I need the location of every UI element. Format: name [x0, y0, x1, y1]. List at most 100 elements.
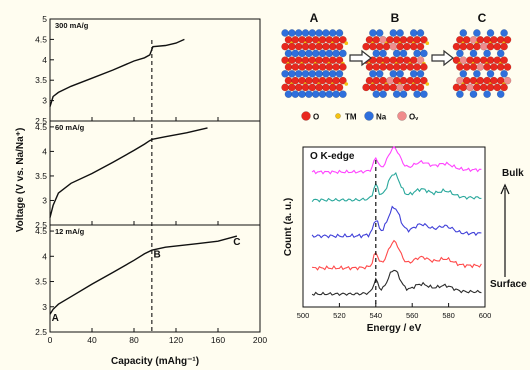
o-atom — [403, 83, 411, 92]
na-atom — [379, 49, 387, 58]
o-atom — [362, 42, 370, 51]
panel-frame — [49, 120, 261, 226]
na-atom — [420, 90, 428, 99]
o-atom — [318, 76, 327, 85]
legend-swatch — [364, 111, 374, 121]
o-atom — [496, 63, 505, 71]
o-atom — [372, 76, 381, 85]
na-atom — [496, 90, 505, 99]
na-atom — [311, 49, 320, 58]
o-vacancy — [466, 83, 474, 92]
na-atom — [328, 69, 337, 78]
o-atom — [288, 83, 296, 92]
o-atom — [476, 76, 485, 85]
schematic-legend: O TM Na Oᵥ — [301, 111, 418, 122]
depth-arrow-icon — [500, 183, 510, 277]
o-atom — [315, 56, 323, 65]
panel-label: 60 mA/g — [55, 123, 85, 132]
spectrum-line — [311, 205, 482, 239]
na-atom — [288, 29, 296, 37]
tm-atom — [344, 82, 349, 86]
na-atom — [308, 29, 317, 37]
o-atom — [462, 35, 471, 44]
o-atom — [500, 83, 508, 92]
o-atom — [456, 63, 464, 71]
na-atom — [496, 49, 505, 58]
spectra-title: O K-edge — [310, 151, 355, 162]
x-tick-label: 600 — [479, 311, 492, 320]
na-atom — [305, 49, 313, 58]
na-atom — [315, 29, 323, 37]
na-atom — [294, 29, 303, 37]
na-atom — [392, 49, 401, 58]
o-atom — [301, 42, 310, 51]
x-tick-label: 200 — [253, 335, 267, 345]
na-atom — [311, 90, 320, 99]
o-atom — [386, 63, 394, 71]
spectrum-line — [311, 269, 482, 297]
o-atom — [288, 42, 296, 51]
o-vacancy — [396, 83, 404, 92]
na-atom — [396, 69, 404, 78]
na-atom — [389, 29, 398, 37]
o-vacancy — [386, 76, 394, 85]
y-tick-label: 4.5 — [35, 122, 47, 132]
o-atom — [479, 83, 488, 92]
structure-schematic: A B C O TM Na Oᵥ — [281, 11, 512, 122]
na-atom — [375, 69, 384, 78]
arrow-a-to-b-icon — [349, 49, 372, 67]
na-atom — [389, 69, 398, 78]
o-atom — [486, 56, 495, 65]
o-atom — [382, 83, 391, 92]
na-atom — [392, 90, 401, 99]
spectrum-line — [311, 171, 482, 203]
o-atom — [389, 83, 398, 92]
na-atom — [328, 29, 337, 37]
o-atom — [473, 83, 481, 92]
schematic-label-c: C — [478, 11, 487, 25]
o-atom — [396, 56, 404, 65]
o-atom — [469, 63, 478, 71]
panel-12-mAg: 12 mA/g — [49, 224, 261, 333]
na-atom — [322, 29, 330, 37]
o-atom — [473, 42, 481, 51]
na-atom — [291, 90, 300, 99]
na-atom — [284, 49, 293, 58]
left-x-axis-label: Capacity (mAhg⁻¹) — [111, 356, 199, 367]
o-atom — [305, 76, 313, 85]
right-y-axis-label: Count (a. u.) — [283, 198, 294, 256]
y-tick-label: 3.5 — [35, 171, 47, 181]
o-atom — [318, 63, 327, 71]
y-tick-label: 4 — [42, 55, 47, 65]
x-tick-label: 540 — [370, 311, 383, 320]
legend-label: Na — [376, 113, 387, 122]
na-atom — [325, 49, 334, 58]
o-atom — [420, 35, 428, 44]
o-atom — [490, 35, 498, 44]
x-tick-label: 160 — [211, 335, 225, 345]
na-atom — [281, 69, 289, 78]
na-atom — [483, 49, 491, 58]
na-atom — [369, 69, 377, 78]
na-atom — [318, 49, 327, 58]
na-atom — [305, 90, 313, 99]
na-atom — [281, 29, 289, 37]
panel-frame — [49, 18, 261, 122]
voltage-profile-chart: Voltage (V vs. Na/Na⁺) Capacity (mAhg⁻¹)… — [15, 14, 267, 367]
spectrum-line — [311, 145, 482, 175]
o-atom — [503, 35, 512, 44]
y-tick-label: 4.5 — [35, 226, 47, 236]
o-atom — [493, 42, 502, 51]
na-atom — [469, 90, 478, 99]
o-atom — [332, 76, 340, 85]
y-tick-label: 4 — [42, 146, 47, 156]
o-atom — [416, 83, 425, 92]
o-atom — [399, 35, 408, 44]
o-atom — [284, 63, 293, 71]
panel-60-mAg: 60 mA/g — [49, 120, 261, 226]
o-atom — [459, 42, 468, 51]
spectra-frame — [302, 146, 486, 308]
x-tick-label: 0 — [48, 335, 53, 345]
o-atom — [462, 63, 471, 71]
